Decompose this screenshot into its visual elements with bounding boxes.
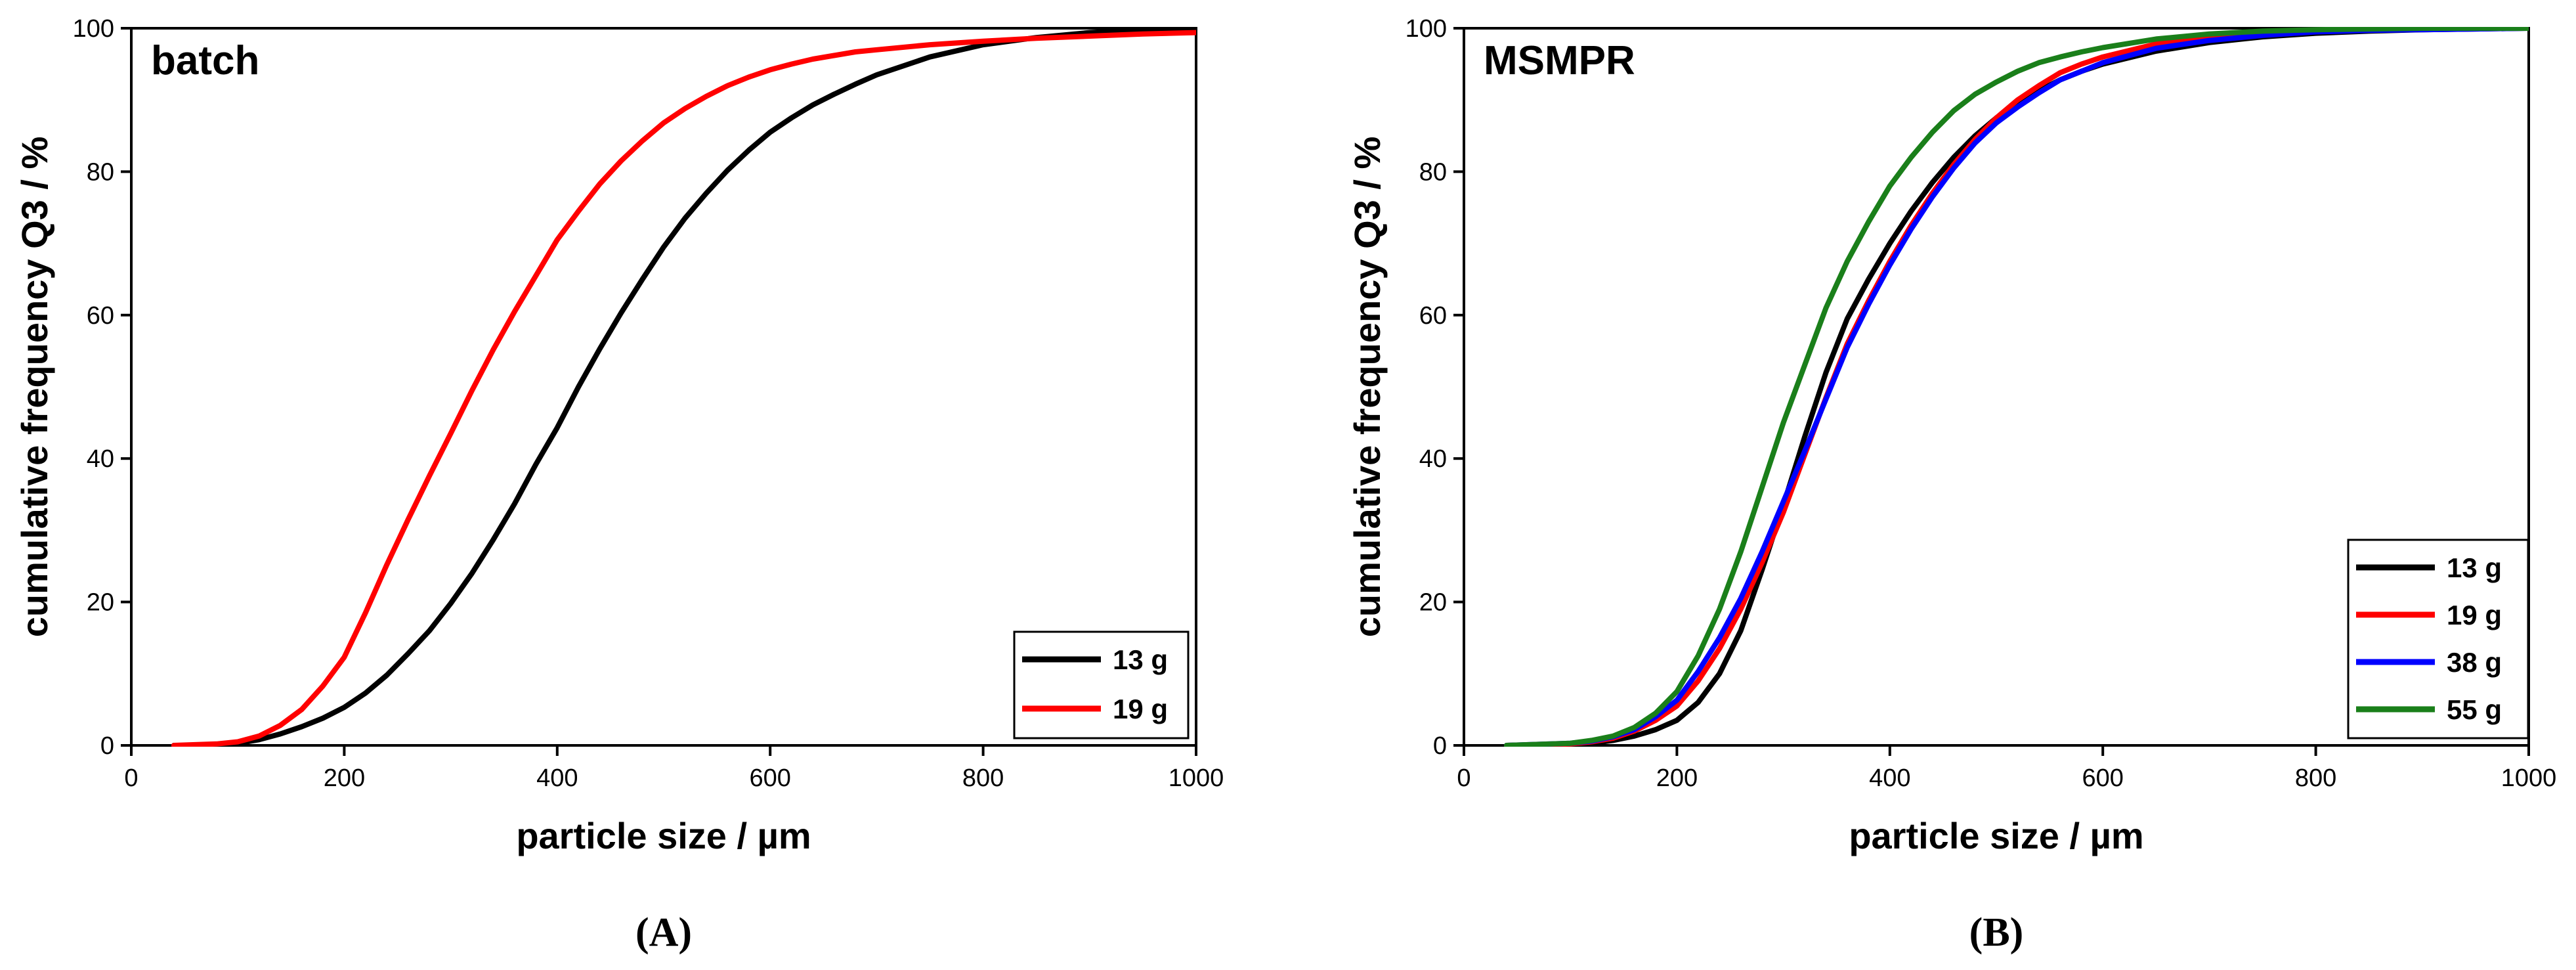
chart-title: batch xyxy=(151,38,259,83)
y-tick-label: 80 xyxy=(1419,158,1447,186)
x-tick-label: 400 xyxy=(1869,764,1910,792)
y-tick-label: 0 xyxy=(100,732,114,760)
y-tick-label: 40 xyxy=(87,445,114,473)
legend-label: 55 g xyxy=(2447,694,2502,725)
chart-panel-1: 0 200 400 600 800 1000 0 20 40 60 80 100 particle si… xyxy=(14,15,1224,955)
x-tick-label: 800 xyxy=(2295,764,2336,792)
series-line-13g xyxy=(171,27,1196,747)
x-axis-label: particle size / µm xyxy=(516,815,811,856)
legend: 13 g 19 g 38 g 55 g xyxy=(2347,539,2529,739)
series-line-55g xyxy=(1503,27,2529,747)
panel-label: (B) xyxy=(1969,910,2024,955)
legend-label: 13 g xyxy=(1113,644,1168,675)
legend-label: 38 g xyxy=(2447,647,2502,678)
x-tick-label: 0 xyxy=(124,764,138,792)
chart-title: MSMPR xyxy=(1484,38,1635,83)
plot-frame xyxy=(130,27,1197,747)
y-tick-label: 20 xyxy=(87,589,114,617)
x-tick-label: 600 xyxy=(2082,764,2123,792)
plot-frame xyxy=(1463,27,2530,747)
legend-label: 19 g xyxy=(1113,694,1168,724)
y-tick-label: 80 xyxy=(87,158,114,186)
x-tick-label: 1000 xyxy=(1169,764,1224,792)
x-tick-label: 400 xyxy=(536,764,578,792)
x-tick-label: 600 xyxy=(749,764,790,792)
y-tick-label: 60 xyxy=(87,302,114,330)
legend-label: 19 g xyxy=(2447,600,2502,630)
y-axis-label: cumulative frequency Q3 / % xyxy=(1346,137,1388,637)
y-tick-label: 20 xyxy=(1419,589,1447,617)
legend-box xyxy=(1013,630,1190,739)
series-line-38g xyxy=(1503,27,2529,747)
y-tick-label: 0 xyxy=(1433,732,1447,760)
x-axis-label: particle size / µm xyxy=(1849,815,2143,856)
series-line-19g xyxy=(171,30,1196,747)
y-tick-label: 60 xyxy=(1419,302,1447,330)
legend-label: 13 g xyxy=(2447,552,2502,583)
legend: 13 g 19 g xyxy=(1013,630,1190,739)
x-tick-label: 800 xyxy=(962,764,1004,792)
y-tick-label: 40 xyxy=(1419,445,1447,473)
y-tick-label: 100 xyxy=(73,15,114,43)
y-tick-label: 100 xyxy=(1406,15,1447,43)
y-axis-label: cumulative frequency Q3 / % xyxy=(14,137,55,637)
panel-label: (A) xyxy=(635,910,692,955)
x-tick-label: 200 xyxy=(1656,764,1698,792)
x-tick-label: 1000 xyxy=(2501,764,2557,792)
x-tick-label: 0 xyxy=(1457,764,1470,792)
legend-box xyxy=(2347,539,2529,739)
x-tick-label: 200 xyxy=(324,764,365,792)
chart-panel-2: 0 200 400 600 800 1000 0 20 40 60 80 100 particle si… xyxy=(1346,15,2556,955)
